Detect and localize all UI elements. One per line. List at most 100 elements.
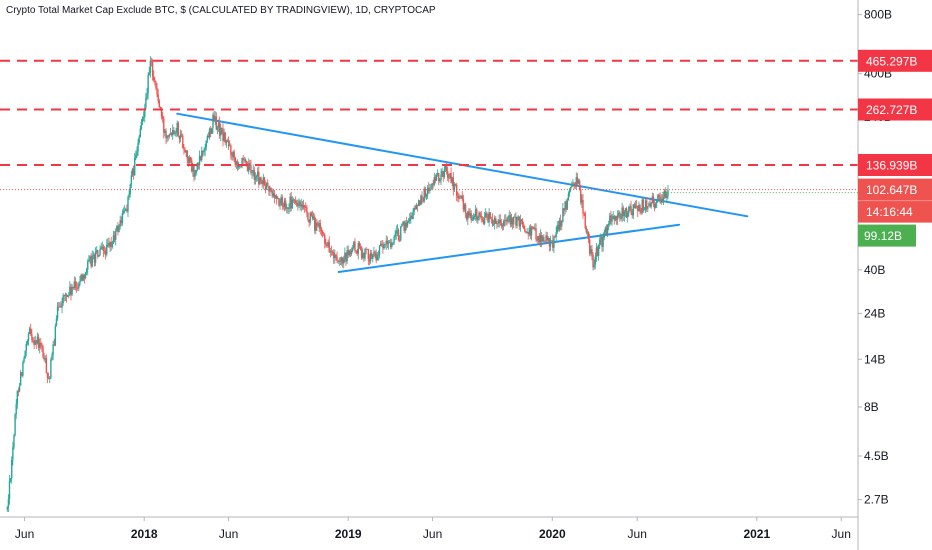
candle-body xyxy=(253,170,256,180)
level-price-tag: 136.939B xyxy=(858,154,932,176)
candle xyxy=(288,203,290,214)
candle xyxy=(164,129,166,137)
candle xyxy=(414,204,417,210)
candle-body xyxy=(343,259,345,264)
candle-body xyxy=(233,151,235,158)
candle xyxy=(507,215,509,224)
candle xyxy=(594,252,596,270)
candle xyxy=(567,191,570,201)
candle-body xyxy=(504,219,506,221)
candle-body xyxy=(89,256,91,260)
candle xyxy=(94,247,97,267)
candle-body xyxy=(83,274,86,279)
candle-body xyxy=(230,145,232,155)
candle xyxy=(283,197,286,212)
candle xyxy=(291,196,294,209)
candle-body xyxy=(281,197,283,206)
candle xyxy=(508,210,510,223)
candle-body xyxy=(100,247,102,250)
candle-body xyxy=(315,222,317,231)
candle-body xyxy=(316,222,318,226)
candle-body xyxy=(32,339,34,342)
candle xyxy=(659,192,661,204)
candle xyxy=(491,213,494,227)
candle xyxy=(145,92,147,110)
candle xyxy=(230,143,232,160)
candle-body xyxy=(90,256,92,267)
candle-body xyxy=(193,165,195,177)
candle xyxy=(662,191,665,206)
candle-body xyxy=(436,173,439,176)
candle xyxy=(292,197,295,204)
candle-body xyxy=(175,132,177,134)
marker-price-value: 99.12B xyxy=(864,229,902,243)
candle-body xyxy=(18,385,21,392)
candle-body xyxy=(55,318,58,326)
candle xyxy=(559,214,562,231)
ascending-trendline[interactable] xyxy=(337,223,681,273)
candle xyxy=(411,212,413,220)
candle xyxy=(613,214,615,225)
candle-body xyxy=(545,235,547,242)
candle xyxy=(467,210,469,226)
candle-body xyxy=(121,213,124,224)
candle xyxy=(436,169,439,177)
time-axis[interactable]: Jun 2018 Jun 2019 Jun 2020 Jun 2021 Jun xyxy=(15,517,851,541)
price-axis[interactable]: 800B400B240B40B24B14B8B4.5B2.7B xyxy=(858,8,892,507)
candle-body xyxy=(103,250,106,252)
candle-body xyxy=(218,122,221,136)
candle-body xyxy=(543,237,545,241)
candle xyxy=(80,273,82,282)
candle-body xyxy=(296,203,298,206)
candle-body xyxy=(337,260,339,262)
candle-body xyxy=(438,173,440,182)
candle-body xyxy=(156,88,158,95)
candle-body xyxy=(265,182,268,190)
candle-body xyxy=(87,261,89,270)
candle-body xyxy=(478,212,480,220)
candle-body xyxy=(573,183,575,185)
candle-body xyxy=(197,162,200,166)
candle-body xyxy=(107,243,109,246)
candle-body xyxy=(286,207,288,209)
candle-body xyxy=(359,246,362,250)
candle-body xyxy=(364,249,366,259)
candle xyxy=(470,210,472,223)
candle-body xyxy=(268,185,270,192)
candle-body xyxy=(347,249,349,256)
candle xyxy=(299,200,301,211)
candle xyxy=(653,200,656,212)
candle xyxy=(557,220,560,232)
candle-body xyxy=(376,255,378,261)
candle-body xyxy=(69,286,71,296)
candle xyxy=(265,182,268,190)
candle xyxy=(101,241,103,250)
candle-body xyxy=(659,196,661,203)
candle xyxy=(335,254,337,261)
candle xyxy=(523,222,525,230)
candle-body xyxy=(575,177,577,187)
candle xyxy=(232,150,234,161)
candle xyxy=(104,247,107,260)
candle xyxy=(490,216,493,224)
candle xyxy=(272,190,275,198)
candle-body xyxy=(173,130,175,134)
candle-body xyxy=(297,205,299,207)
candle xyxy=(511,217,514,230)
candle-body xyxy=(35,340,38,344)
candle xyxy=(549,235,552,251)
candle-body xyxy=(564,201,566,211)
candle-body xyxy=(12,447,14,460)
candle xyxy=(18,382,21,393)
candle-body xyxy=(458,198,460,199)
candle-body xyxy=(481,218,484,220)
candle xyxy=(195,169,197,176)
candle xyxy=(268,185,270,196)
candle xyxy=(202,150,204,157)
candle-body xyxy=(60,306,62,308)
candle-body xyxy=(507,216,509,222)
candle xyxy=(324,233,326,249)
candle xyxy=(395,225,397,240)
candle xyxy=(546,231,548,244)
